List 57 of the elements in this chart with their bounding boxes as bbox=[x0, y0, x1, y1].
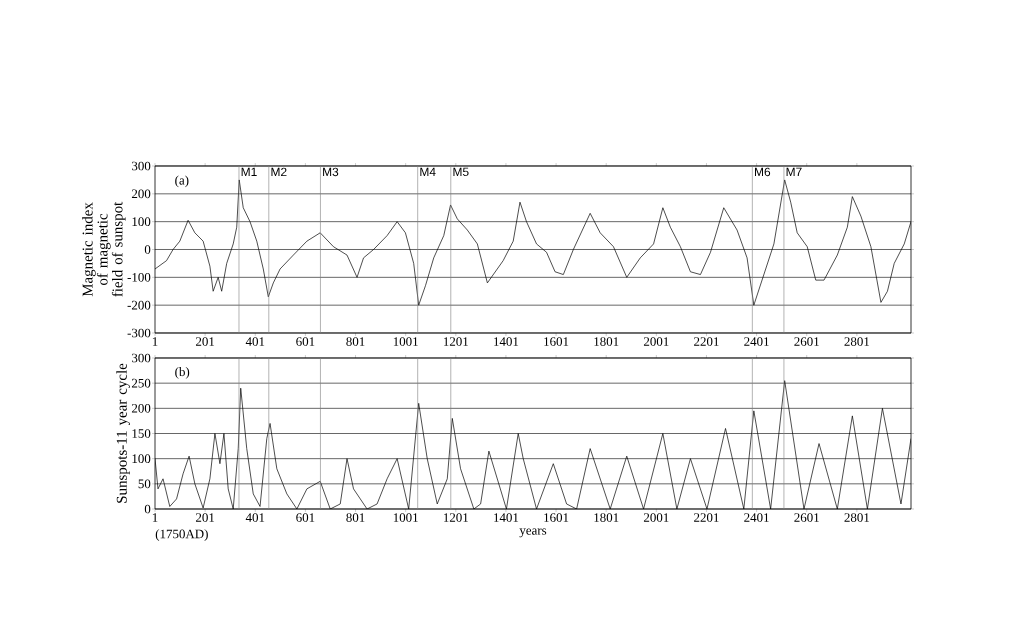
y-tick-label: 200 bbox=[131, 403, 151, 413]
ref-line-label: M5 bbox=[453, 167, 469, 177]
y-tick-label: 300 bbox=[132, 353, 151, 363]
x-tick-label: 1401 bbox=[494, 513, 519, 522]
x-tick-label: 401 bbox=[245, 337, 265, 346]
x-tick-label: 2001 bbox=[643, 513, 669, 522]
x-tick-label: 2601 bbox=[794, 337, 819, 346]
x-tick-label: 601 bbox=[296, 337, 315, 346]
x-tick-label: 601 bbox=[296, 513, 315, 522]
x-tick-label: 1601 bbox=[544, 513, 569, 522]
ref-line-label: M7 bbox=[786, 167, 802, 176]
x-tick-label: 1401 bbox=[494, 337, 519, 346]
x-tick-label: 2001 bbox=[643, 337, 669, 346]
ref-line-label: M6 bbox=[755, 167, 771, 177]
x-tick-label: 2201 bbox=[694, 337, 719, 346]
x-tick-label: 2801 bbox=[844, 513, 870, 522]
y-tick-label: 200 bbox=[131, 189, 151, 199]
y-tick-label: 100 bbox=[132, 454, 151, 464]
ref-line-label: M4 bbox=[420, 167, 436, 176]
x-tick-label: 1001 bbox=[393, 337, 418, 346]
x-axis-title: years bbox=[519, 528, 547, 538]
y-tick-label: 150 bbox=[132, 429, 151, 438]
x-tick-label: 2201 bbox=[694, 513, 719, 522]
x-tick-label: 201 bbox=[195, 337, 215, 346]
ref-line-label: M3 bbox=[323, 167, 339, 177]
x-tick-label: 2601 bbox=[794, 513, 819, 522]
x-tick-label: 1801 bbox=[594, 513, 619, 522]
x-tick-label: 1201 bbox=[443, 337, 468, 346]
x-tick-label: 201 bbox=[195, 513, 215, 522]
x-tick-label: 1801 bbox=[594, 337, 619, 346]
y-axis-title: Magnetic index of magnetic field of sunspot bbox=[82, 201, 126, 297]
x-tick-label: 2801 bbox=[844, 337, 870, 346]
x-tick-label: 801 bbox=[346, 513, 365, 522]
y-tick-label: -100 bbox=[127, 272, 151, 282]
y-tick-label: 300 bbox=[132, 161, 151, 171]
x-tick-label: 1 bbox=[152, 513, 158, 522]
text: (1750AD) bbox=[155, 529, 208, 541]
y-tick-label: 250 bbox=[131, 378, 151, 388]
y-tick-label: 0 bbox=[144, 245, 151, 254]
y-axis-title: Sunspots-11 year cycle bbox=[116, 363, 130, 503]
x-tick-label: 1201 bbox=[443, 513, 468, 522]
x-tick-label: 1601 bbox=[544, 337, 569, 346]
ref-line-label: M1 bbox=[241, 167, 257, 176]
x-tick-label: 801 bbox=[346, 337, 365, 346]
x-tick-label: 2401 bbox=[744, 337, 769, 346]
y-tick-label: -200 bbox=[127, 300, 151, 310]
y-tick-label: 0 bbox=[144, 504, 151, 514]
y-tick-label: 100 bbox=[132, 217, 151, 227]
annotation: (b) bbox=[175, 367, 190, 379]
x-tick-label: 2401 bbox=[744, 513, 769, 522]
ref-line-label: M2 bbox=[271, 167, 287, 177]
x-tick-label: 1 bbox=[152, 337, 158, 346]
annotation: (a) bbox=[175, 175, 189, 188]
x-tick-label: 1001 bbox=[393, 513, 418, 522]
x-tick-label: 401 bbox=[245, 513, 265, 522]
y-tick-label: 50 bbox=[138, 479, 151, 489]
y-tick-label: -300 bbox=[127, 328, 151, 338]
